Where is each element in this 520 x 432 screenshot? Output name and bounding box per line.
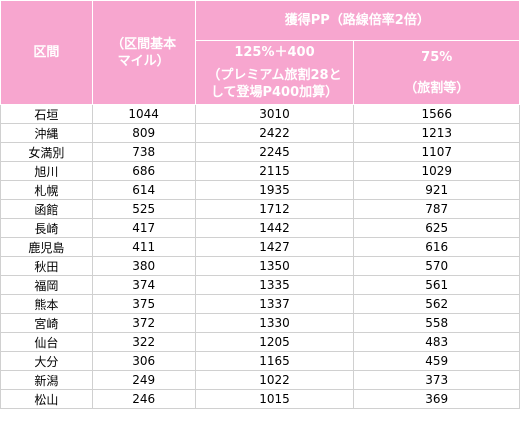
area-cell[interactable]: 福岡 xyxy=(0,275,93,295)
base-miles-cell[interactable]: 322 xyxy=(92,332,196,352)
area-cell[interactable]: 沖縄 xyxy=(0,123,93,143)
table-row: 女満別 738 2245 1107 xyxy=(0,142,520,162)
header-col-125-line3: して登場P400加算） xyxy=(210,85,339,100)
table-row: 宮崎 372 1330 558 xyxy=(0,313,520,333)
pp-125-cell[interactable]: 1165 xyxy=(195,351,355,371)
table-row: 札幌 614 1935 921 xyxy=(0,180,520,200)
base-miles-cell[interactable]: 417 xyxy=(92,218,196,238)
table-row: 秋田 380 1350 570 xyxy=(0,256,520,276)
table-row: 熊本 375 1337 562 xyxy=(0,294,520,314)
pp-125-cell[interactable]: 1442 xyxy=(195,218,355,238)
area-cell[interactable]: 宮崎 xyxy=(0,313,93,333)
base-miles-cell[interactable]: 306 xyxy=(92,351,196,371)
base-miles-cell[interactable]: 809 xyxy=(92,123,196,143)
base-miles-cell[interactable]: 614 xyxy=(92,180,196,200)
table-row: 石垣 1044 3010 1566 xyxy=(0,104,520,124)
area-cell[interactable]: 仙台 xyxy=(0,332,93,352)
pp-75-cell[interactable]: 570 xyxy=(353,256,520,276)
base-miles-cell[interactable]: 686 xyxy=(92,161,196,181)
base-miles-cell[interactable]: 1044 xyxy=(92,104,196,124)
pp-125-cell[interactable]: 1330 xyxy=(195,313,355,333)
pp-125-cell[interactable]: 1350 xyxy=(195,256,355,276)
pp-75-cell[interactable]: 921 xyxy=(353,180,520,200)
pp-75-cell[interactable]: 787 xyxy=(353,199,520,219)
pp-125-cell[interactable]: 1015 xyxy=(195,389,355,409)
header-col-75-line2: （旅割等） xyxy=(404,80,470,96)
pp-75-cell[interactable]: 459 xyxy=(353,351,520,371)
area-cell[interactable]: 石垣 xyxy=(0,104,93,124)
pp-75-cell[interactable]: 558 xyxy=(353,313,520,333)
header-col-75-line1: 75% xyxy=(421,49,453,65)
pp-75-cell[interactable]: 562 xyxy=(353,294,520,314)
base-miles-cell[interactable]: 249 xyxy=(92,370,196,390)
area-cell[interactable]: 旭川 xyxy=(0,161,93,181)
pp-75-cell[interactable]: 369 xyxy=(353,389,520,409)
header-section-label: 区間 xyxy=(33,45,60,60)
pp-75-cell[interactable]: 1213 xyxy=(353,123,520,143)
base-miles-cell[interactable]: 525 xyxy=(92,199,196,219)
header-earned-pp-label: 獲得PP（路線倍率2倍） xyxy=(284,13,430,28)
pp-75-cell[interactable]: 625 xyxy=(353,218,520,238)
table-row: 新潟 249 1022 373 xyxy=(0,370,520,390)
pp-125-cell[interactable]: 1712 xyxy=(195,199,355,219)
base-miles-cell[interactable]: 411 xyxy=(92,237,196,257)
area-cell[interactable]: 新潟 xyxy=(0,370,93,390)
base-miles-cell[interactable]: 374 xyxy=(92,275,196,295)
pp-table: 区間 （区間基本 マイル） 獲得PP（路線倍率2倍） 125%＋400 （プレミ… xyxy=(0,0,520,409)
area-cell[interactable]: 長崎 xyxy=(0,218,93,238)
area-cell[interactable]: 札幌 xyxy=(0,180,93,200)
header-col-125-line2: （プレミアム旅割28と xyxy=(207,68,342,83)
pp-125-cell[interactable]: 1022 xyxy=(195,370,355,390)
header-base-miles-line1: （区間基本 xyxy=(111,36,177,52)
pp-125-cell[interactable]: 1335 xyxy=(195,275,355,295)
area-cell[interactable]: 松山 xyxy=(0,389,93,409)
table-row: 大分 306 1165 459 xyxy=(0,351,520,371)
header-base-miles[interactable]: （区間基本 マイル） xyxy=(91,0,196,105)
table-row: 長崎 417 1442 625 xyxy=(0,218,520,238)
base-miles-cell[interactable]: 738 xyxy=(92,142,196,162)
header-col-125[interactable]: 125%＋400 （プレミアム旅割28と して登場P400加算） xyxy=(194,40,355,105)
table-row: 松山 246 1015 369 xyxy=(0,389,520,409)
pp-125-cell[interactable]: 2245 xyxy=(195,142,355,162)
area-cell[interactable]: 熊本 xyxy=(0,294,93,314)
header-earned-pp[interactable]: 獲得PP（路線倍率2倍） xyxy=(194,0,520,41)
pp-75-cell[interactable]: 1029 xyxy=(353,161,520,181)
header-base-miles-line2: マイル） xyxy=(117,53,170,69)
header-col-125-line1: 125%＋400 xyxy=(234,45,315,60)
pp-125-cell[interactable]: 1427 xyxy=(195,237,355,257)
base-miles-cell[interactable]: 246 xyxy=(92,389,196,409)
pp-125-cell[interactable]: 3010 xyxy=(195,104,355,124)
header-section[interactable]: 区間 xyxy=(0,0,93,105)
base-miles-cell[interactable]: 375 xyxy=(92,294,196,314)
pp-75-cell[interactable]: 373 xyxy=(353,370,520,390)
pp-75-cell[interactable]: 561 xyxy=(353,275,520,295)
pp-125-cell[interactable]: 1935 xyxy=(195,180,355,200)
base-miles-cell[interactable]: 380 xyxy=(92,256,196,276)
area-cell[interactable]: 鹿児島 xyxy=(0,237,93,257)
table-row: 仙台 322 1205 483 xyxy=(0,332,520,352)
area-cell[interactable]: 女満別 xyxy=(0,142,93,162)
pp-125-cell[interactable]: 2115 xyxy=(195,161,355,181)
pp-75-cell[interactable]: 483 xyxy=(353,332,520,352)
table-row: 旭川 686 2115 1029 xyxy=(0,161,520,181)
pp-125-cell[interactable]: 1337 xyxy=(195,294,355,314)
pp-125-cell[interactable]: 2422 xyxy=(195,123,355,143)
pp-75-cell[interactable]: 616 xyxy=(353,237,520,257)
header-col-75[interactable]: 75% （旅割等） xyxy=(353,40,520,105)
pp-75-cell[interactable]: 1566 xyxy=(353,104,520,124)
pp-125-cell[interactable]: 1205 xyxy=(195,332,355,352)
area-cell[interactable]: 秋田 xyxy=(0,256,93,276)
table-row: 沖縄 809 2422 1213 xyxy=(0,123,520,143)
table-row: 鹿児島 411 1427 616 xyxy=(0,237,520,257)
area-cell[interactable]: 函館 xyxy=(0,199,93,219)
area-cell[interactable]: 大分 xyxy=(0,351,93,371)
table-row: 福岡 374 1335 561 xyxy=(0,275,520,295)
table-row: 函館 525 1712 787 xyxy=(0,199,520,219)
pp-75-cell[interactable]: 1107 xyxy=(353,142,520,162)
base-miles-cell[interactable]: 372 xyxy=(92,313,196,333)
